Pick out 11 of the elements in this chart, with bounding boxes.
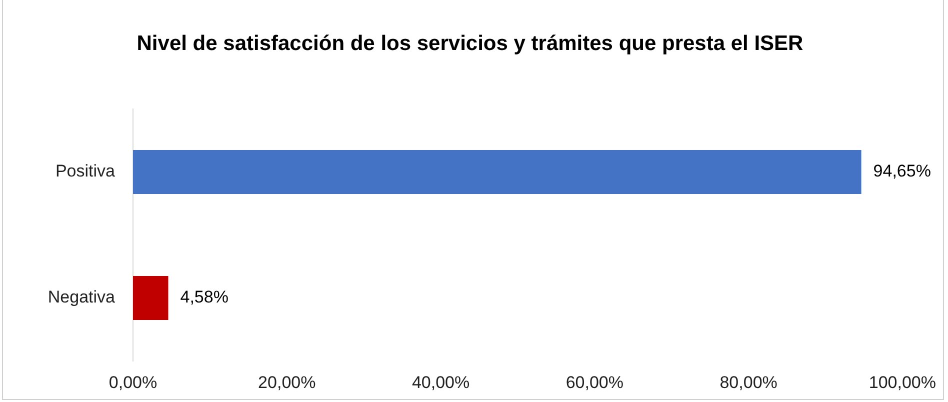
data-label: 94,65% <box>873 162 931 181</box>
x-tick-label: 0,00% <box>108 372 158 392</box>
x-tick-label: 60,00% <box>566 372 624 392</box>
x-tick-label: 40,00% <box>412 372 470 392</box>
x-tick-label: 20,00% <box>258 372 316 392</box>
y-tick-label: Positiva <box>55 162 116 181</box>
data-label: 4,58% <box>180 288 228 307</box>
chart-title: Nivel de satisfacción de los servicios y trámites que presta el ISER <box>136 31 804 57</box>
x-tick-label: 100,00% <box>868 372 936 392</box>
x-tick-label: 80,00% <box>720 372 778 392</box>
y-tick-label: Negativa <box>48 288 116 307</box>
